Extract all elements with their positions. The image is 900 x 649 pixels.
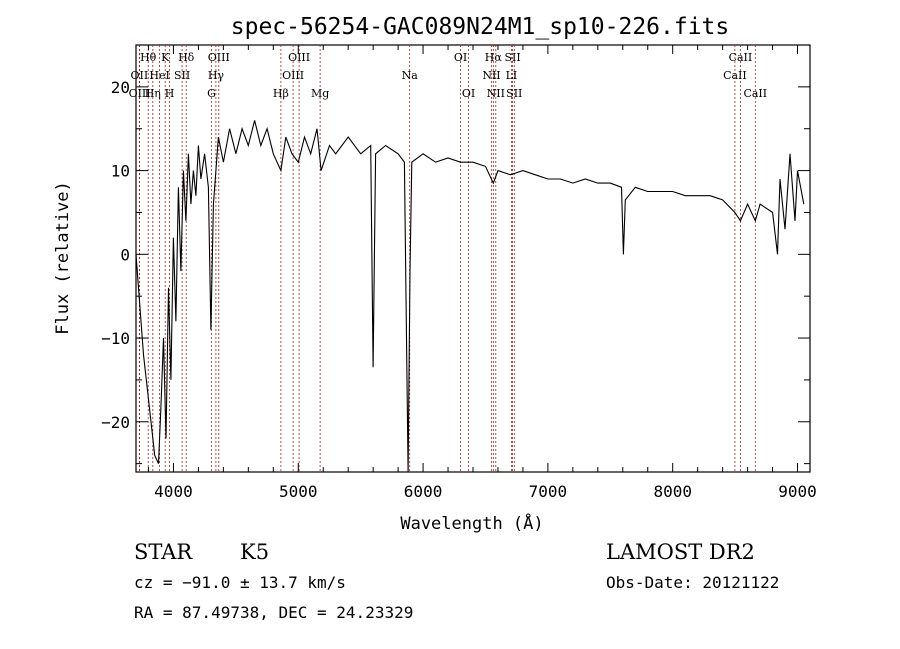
y-tick-label: 0 (120, 245, 130, 264)
emission-line-label: Na (402, 69, 419, 82)
emission-line-markers (138, 45, 756, 472)
spectrum-series-line (135, 120, 805, 473)
emission-line-label: OII (131, 69, 149, 82)
y-axis-label: Flux (relative) (53, 181, 73, 335)
emission-line-label: HeI (149, 69, 169, 82)
emission-line-label: SII (506, 87, 522, 100)
emission-line-label: OIII (282, 69, 304, 82)
emission-line-label: Hβ (273, 87, 289, 100)
emission-line-label: Hθ (140, 51, 157, 64)
y-tick-label: −20 (101, 413, 130, 432)
y-tick-label: 20 (111, 78, 130, 97)
x-tick-label: 5000 (279, 482, 318, 501)
x-axis-label: Wavelength (Å) (400, 512, 543, 534)
object-subclass: K5 (240, 540, 270, 564)
emission-line-label: Mg (311, 87, 329, 100)
x-tick-label: 7000 (529, 482, 568, 501)
emission-line-label: NII (482, 69, 500, 82)
plot-frame (135, 44, 811, 473)
emission-line-label: Hη (145, 87, 161, 100)
emission-line-label: CaII (723, 69, 747, 82)
emission-line-label: SII (174, 69, 190, 82)
x-tick-label: 9000 (778, 482, 817, 501)
emission-line-labels: Hθ OII OIII K HeI Hη Hδ SII H OIII Hγ G OIII OIII Hβ Mg… (129, 51, 768, 100)
y-tick-label: 10 (111, 162, 130, 181)
x-tick-label: 6000 (404, 482, 443, 501)
emission-line-label: H (165, 87, 175, 100)
observation-date: Obs-Date: 20121122 (606, 573, 780, 592)
redshift-velocity: cz = −91.0 ± 13.7 km/s (134, 573, 346, 592)
emission-line-label: LI (506, 69, 518, 82)
survey-name: LAMOST DR2 (606, 540, 755, 564)
x-tick-label: 4000 (154, 482, 193, 501)
chart-title: spec-56254-GAC089N24M1_sp10-226.fits (231, 14, 730, 40)
object-class: STAR (134, 540, 193, 564)
emission-line-label: OI (454, 51, 467, 64)
emission-line-label: SII (504, 51, 520, 64)
emission-line-label: Hγ (208, 69, 225, 82)
emission-line-label: G (207, 87, 216, 100)
emission-line-label: OIII (208, 51, 230, 64)
emission-line-label: Hδ (178, 51, 195, 64)
emission-line-label: K (161, 51, 170, 64)
emission-line-label: OIII (288, 51, 310, 64)
emission-line-label: NII (487, 87, 505, 100)
x-tick-label: 8000 (653, 482, 692, 501)
sky-coordinates: RA = 87.49738, DEC = 24.23329 (134, 603, 414, 622)
y-tick-label: −10 (101, 329, 130, 348)
emission-line-label: CaII (729, 51, 753, 64)
emission-line-label: OI (462, 87, 475, 100)
emission-line-label: OIII (129, 87, 151, 100)
axis-ticks: 4000 5000 6000 7000 8000 9000 −20 −10 0 10 20 (101, 44, 817, 501)
emission-line-label: Hα (485, 51, 503, 64)
emission-line-label: CaII (743, 87, 767, 100)
